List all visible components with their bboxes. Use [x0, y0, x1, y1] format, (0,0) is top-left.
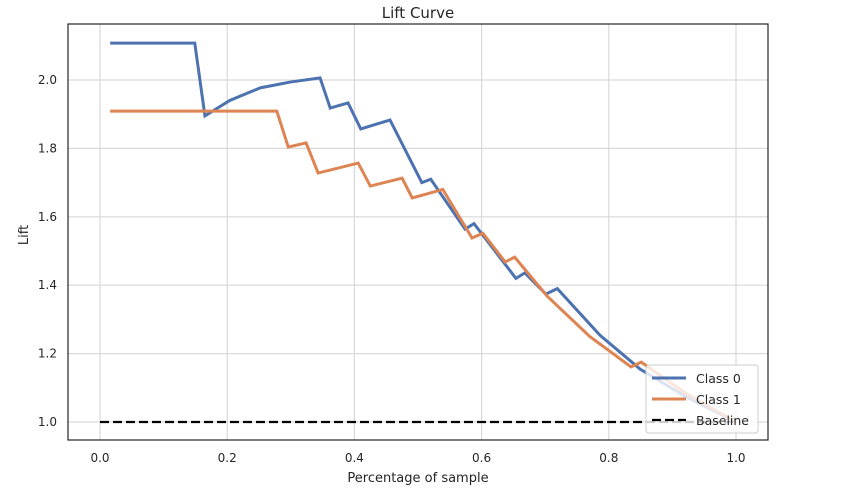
- series-lines: [100, 41, 737, 424]
- legend-label: Class 0: [696, 371, 741, 386]
- legend-box: [645, 364, 759, 434]
- chart-title: Lift Curve: [382, 4, 454, 22]
- legend-label: Baseline: [696, 413, 749, 428]
- series-line-class-0: [110, 41, 737, 424]
- y-tick-label: 2.0: [38, 73, 57, 87]
- legend-label: Class 1: [696, 392, 741, 407]
- x-tick-label: 0.4: [345, 451, 364, 465]
- legend: Class 0 Class 1 Baseline: [645, 364, 759, 434]
- plot-frame: [67, 23, 769, 441]
- y-axis-label: Lift: [17, 225, 32, 245]
- y-tick-label: 1.0: [38, 415, 57, 429]
- series-line-class-1: [110, 109, 737, 424]
- axis-ticks: 0.0 0.2 0.4 0.6 0.8 1.0 1.0 1.2 1.4 1.6 1.8 2.0: [38, 73, 746, 465]
- y-tick-label: 1.6: [38, 210, 57, 224]
- y-tick-label: 1.8: [38, 141, 57, 155]
- y-tick-label: 1.4: [38, 278, 57, 292]
- x-tick-label: 0.0: [90, 451, 109, 465]
- x-tick-label: 0.2: [218, 451, 237, 465]
- x-axis-label: Percentage of sample: [347, 471, 488, 486]
- y-tick-label: 1.2: [38, 347, 57, 361]
- x-tick-label: 0.6: [472, 451, 491, 465]
- x-tick-label: 0.8: [599, 451, 618, 465]
- x-tick-label: 1.0: [726, 451, 745, 465]
